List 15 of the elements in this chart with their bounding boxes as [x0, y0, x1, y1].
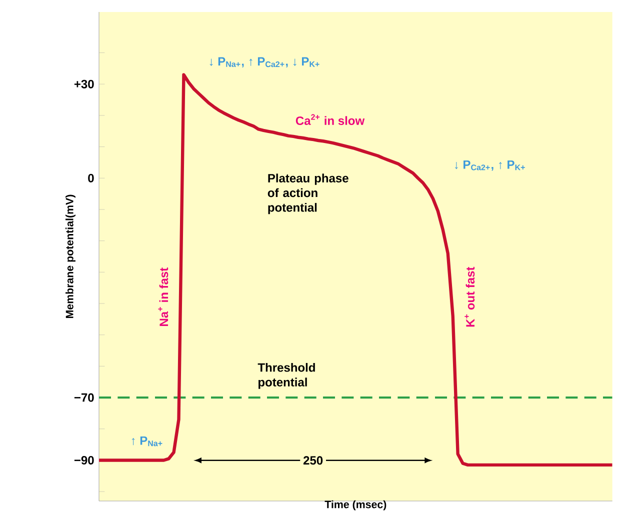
annotation: 250 [303, 456, 323, 465]
annotation: Na$^{+}$ in fast [158, 268, 168, 326]
ref-line-label: Threshold potential [258, 362, 315, 389]
y-tick-label: −70 [74, 393, 94, 402]
annotation: ↓ P$_{Ca2+}$, ↑ P$_{K+}$ [455, 160, 525, 171]
annotation: Plateau phase of action potential [268, 174, 348, 214]
y-tick-label: +30 [74, 80, 94, 88]
annotation: Ca$^{2+}$ in slow [296, 114, 365, 125]
y-axis-title: Membrane potential(mV) [66, 194, 76, 318]
annotation: K$^{+}$ out fast [464, 266, 475, 327]
y-tick-label: −90 [74, 456, 94, 464]
y-tick-label: 0 [88, 174, 94, 182]
x-axis-title: Time (msec) [324, 500, 386, 510]
annotation: ↓ P$_{Na+}$, ↑ P$_{Ca2+}$, ↓ P$_{K+}$ [210, 57, 320, 68]
annotation: ↑ P$_{Na+}$ [132, 436, 162, 446]
